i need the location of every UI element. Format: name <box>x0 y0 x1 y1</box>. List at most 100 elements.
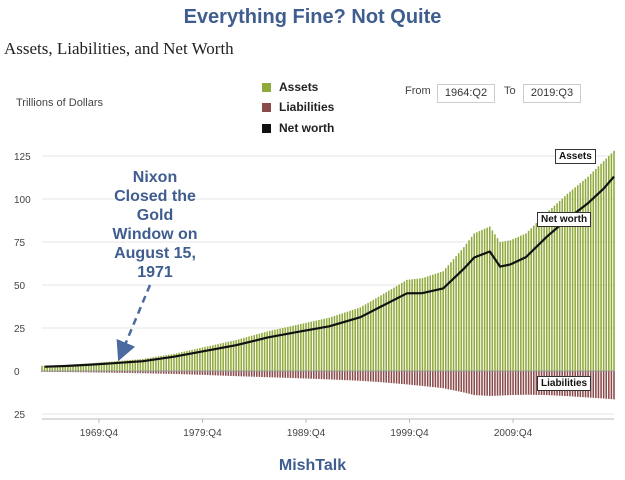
asset-bar <box>406 279 408 371</box>
legend-assets-label: Assets <box>279 80 319 94</box>
liability-bar <box>209 371 212 376</box>
liability-bar <box>504 371 507 396</box>
liability-bar <box>483 371 486 396</box>
asset-bar <box>605 158 608 371</box>
asset-bar <box>168 354 170 371</box>
asset-bar <box>186 350 188 371</box>
liability-bar <box>377 371 380 383</box>
asset-bar <box>429 275 432 371</box>
liability-bar <box>199 371 201 375</box>
asset-bar <box>369 301 372 371</box>
liability-bar <box>432 371 434 388</box>
asset-bar <box>439 272 442 371</box>
asset-bar <box>281 328 284 371</box>
asset-bar <box>320 319 323 371</box>
asset-bar <box>276 329 279 371</box>
asset-bar <box>592 171 595 371</box>
asset-bar <box>364 304 367 371</box>
asset-bar <box>338 314 341 371</box>
liability-bar <box>470 371 473 395</box>
x-tick-label: 1989:Q4 <box>287 428 326 439</box>
asset-bar <box>450 262 452 371</box>
asset-bar <box>157 356 160 371</box>
legend-item-assets[interactable]: Assets <box>262 80 318 94</box>
asset-bar <box>564 196 566 371</box>
asset-bar <box>411 279 413 371</box>
asset-bar <box>504 241 507 371</box>
asset-bar <box>72 364 74 371</box>
liability-bar <box>408 371 411 385</box>
liability-bar <box>457 371 460 392</box>
asset-bar <box>587 176 589 371</box>
asset-bar <box>312 321 315 371</box>
liability-bar <box>310 371 312 379</box>
asset-bar <box>82 363 85 371</box>
asset-bar <box>527 230 530 371</box>
legend-item-net-worth[interactable]: Net worth <box>262 121 334 135</box>
asset-bar <box>193 349 196 371</box>
liability-bar <box>455 371 457 391</box>
liability-bar <box>191 371 193 375</box>
liability-bar <box>336 371 338 380</box>
asset-bar <box>597 166 600 371</box>
liability-bar <box>77 371 80 373</box>
liability-bar <box>447 371 450 390</box>
asset-bar <box>395 286 398 371</box>
asset-bar <box>416 278 419 371</box>
asset-bar <box>509 240 512 371</box>
range-from-input[interactable]: 1964:Q2 <box>437 84 495 103</box>
asset-bar <box>380 295 382 371</box>
liability-bar <box>175 371 178 375</box>
liability-bar <box>613 371 615 400</box>
liability-bar <box>113 371 116 373</box>
liability-bar <box>188 371 191 375</box>
liability-bar <box>481 371 483 396</box>
asset-bar <box>300 323 302 371</box>
liability-bar <box>85 371 87 373</box>
asset-bar <box>271 330 274 371</box>
asset-bar <box>522 234 525 371</box>
asset-bar <box>56 365 59 371</box>
legend-net-worth-label: Net worth <box>279 121 335 135</box>
asset-bar <box>240 338 243 371</box>
asset-bar <box>222 342 224 371</box>
liability-bar <box>421 371 424 386</box>
legend-liabilities-label: Liabilities <box>279 100 335 114</box>
liability-bar <box>460 371 463 392</box>
asset-bar <box>595 168 597 371</box>
asset-bar <box>199 348 201 371</box>
asset-bar <box>160 355 162 371</box>
asset-bar <box>613 150 615 371</box>
liability-bar <box>118 371 121 373</box>
annotation-line: Closed the <box>114 188 196 205</box>
liability-bar <box>305 371 307 379</box>
asset-bar <box>553 205 556 371</box>
asset-bar <box>263 332 266 371</box>
liability-bar <box>139 371 142 374</box>
asset-bar <box>356 308 359 371</box>
legend-item-liabilities[interactable]: Liabilities <box>262 100 334 114</box>
asset-bar <box>538 220 540 371</box>
asset-bar <box>434 273 437 371</box>
asset-bar <box>514 237 517 371</box>
asset-bar <box>41 365 43 371</box>
asset-bar <box>126 360 129 371</box>
asset-bar <box>582 180 584 371</box>
liability-bar <box>105 371 108 373</box>
asset-bar <box>69 364 72 371</box>
range-to-input[interactable]: 2019:Q3 <box>523 84 581 103</box>
asset-bar <box>175 353 178 371</box>
asset-bar <box>496 238 499 371</box>
liability-bar <box>95 371 98 373</box>
liability-bar <box>204 371 206 375</box>
asset-bar <box>80 363 82 371</box>
asset-bar <box>136 359 139 371</box>
liability-bar <box>147 371 149 374</box>
liability-bar <box>281 371 284 378</box>
asset-bar <box>250 335 253 371</box>
asset-bar <box>600 163 602 371</box>
asset-bar <box>201 347 204 371</box>
liability-bar <box>170 371 173 374</box>
liability-bar <box>116 371 118 373</box>
liability-bar <box>522 371 525 395</box>
